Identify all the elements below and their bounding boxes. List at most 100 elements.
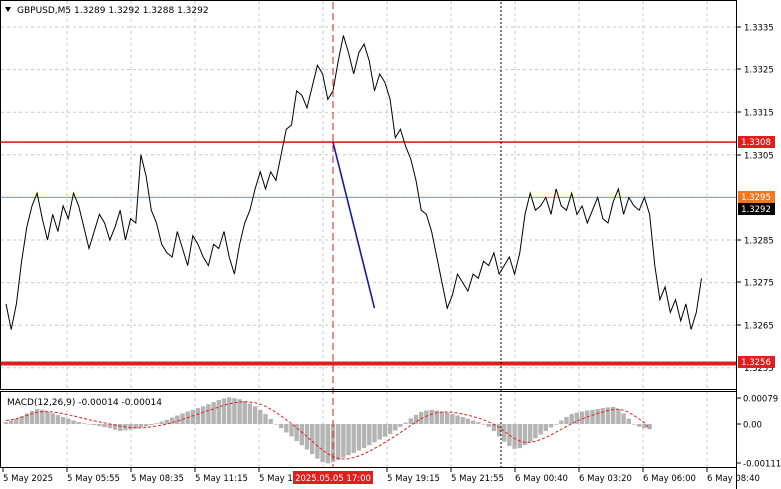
macd-histogram-bar (496, 424, 502, 437)
time-label: 6 May 03:20 (579, 474, 632, 484)
price-tick: 1.3315 (744, 109, 774, 119)
macd-histogram-bar (252, 406, 258, 424)
macd-tick: 0.00079 (743, 395, 778, 405)
macd-histogram-bar (97, 424, 102, 427)
macd-histogram-bar (133, 424, 138, 429)
macd-histogram-bar (9, 420, 14, 424)
macd-histogram-bar (81, 423, 87, 424)
macd-histogram-bar (45, 411, 50, 424)
price-tag-box (738, 191, 775, 203)
price-tick: 1.3335 (744, 24, 774, 34)
macd-histogram-bar (263, 414, 268, 424)
macd-histogram-bar (102, 424, 107, 428)
cursor-time-box (293, 471, 373, 484)
price-tag-1-3295: 1.3295 (738, 191, 775, 203)
macd-histogram-bar (616, 409, 621, 424)
macd-histogram-bar (211, 402, 216, 424)
triangle-down-icon[interactable] (5, 7, 11, 12)
macd-histogram-bar (336, 424, 341, 461)
macd-histogram-bar (413, 414, 419, 424)
macd-histogram-bar (341, 424, 346, 458)
macd-histogram-bar (408, 418, 413, 424)
time-label: 5 May 08:35 (131, 474, 184, 484)
macd-histogram-bar (434, 410, 439, 424)
price-tag-label: 1.3295 (741, 193, 771, 203)
macd-histogram-bar (190, 409, 195, 424)
macd-histogram-bar (201, 406, 206, 424)
symbol-header: GBPUSD,M5 1.3289 1.3292 1.3288 1.3292 (17, 6, 209, 16)
macd-histogram-bar (533, 424, 538, 439)
macd-histogram-bar (450, 414, 455, 424)
macd-histogram-bar (92, 424, 97, 426)
macd-histogram-bar (128, 424, 133, 430)
time-label: 5 May 2025 (3, 474, 53, 484)
macd-histogram-bar (232, 398, 237, 424)
macd-histogram-bar (24, 413, 29, 424)
macd-histogram-bar (242, 401, 247, 424)
macd-histogram-bar (60, 416, 66, 424)
time-label: 5 May 19:15 (387, 474, 440, 484)
macd-histogram-bar (14, 418, 19, 424)
macd-histogram-bar (590, 409, 595, 424)
horizontal-levels (1, 141, 736, 366)
macd-tick: 0.00 (743, 421, 762, 431)
price-tag-box (738, 203, 775, 215)
macd-histogram-bar (553, 424, 559, 425)
macd-histogram-bar (71, 420, 76, 424)
macd-histogram-bar (626, 418, 631, 424)
macd-histogram-bar (621, 413, 626, 424)
macd-histogram-bar (118, 424, 123, 432)
macd-histogram-bar (543, 424, 548, 432)
price-tag-label: 1.3308 (741, 138, 771, 148)
macd-histogram-bar (195, 408, 201, 424)
price-tag-label: 1.3256 (741, 358, 771, 368)
macd-histogram-bar (180, 413, 185, 424)
macd-histogram-bar (66, 418, 71, 424)
macd-histogram (3, 397, 652, 464)
macd-histogram-bar (631, 424, 637, 425)
macd-histogram-bar (439, 411, 445, 424)
time-label: 6 May 08:40 (707, 474, 760, 484)
macd-header: MACD(12,26,9) -0.00014 -0.00014 (7, 398, 162, 408)
price-tick: 1.3265 (744, 322, 774, 332)
time-label: 5 May 05:55 (67, 474, 120, 484)
macd-histogram-bar (445, 412, 450, 424)
macd-histogram-bar (502, 424, 507, 442)
macd-tick: -0.00111 (743, 460, 781, 470)
price-line (5, 35, 702, 330)
price-tick: 1.3305 (744, 152, 774, 162)
macd-histogram-bar (29, 410, 35, 424)
price-axis: 1.3335 1.3325 1.3315 1.3305 1.3285 1.327… (736, 24, 774, 374)
macd-histogram-bar (460, 416, 465, 424)
trend-line[interactable] (332, 141, 376, 309)
macd-histogram-bar (548, 424, 554, 428)
macd-histogram-bar (325, 424, 330, 464)
macd-histogram-bar (237, 399, 242, 424)
macd-histogram-bar (569, 414, 574, 424)
macd-axis: 0.00079 0.00 -0.00111 (736, 395, 781, 470)
price-tick: 1.3285 (744, 237, 774, 247)
macd-histogram-bar (595, 409, 600, 424)
macd-histogram-bar (637, 424, 642, 427)
price-tag-label: 1.3292 (741, 205, 771, 215)
price-tags: 1.3308 1.3295 1.3292 1.3256 (738, 136, 775, 368)
macd-histogram-bar (382, 424, 388, 437)
macd-histogram-bar (143, 424, 149, 427)
macd-histogram-bar (455, 415, 460, 424)
macd-histogram-bar (470, 420, 476, 424)
macd-histogram-bar (169, 417, 175, 424)
macd-histogram-bar (346, 424, 351, 456)
macd-histogram-bar (351, 424, 356, 453)
macd-histogram-bar (605, 407, 611, 424)
time-label: 5 May 11:15 (195, 474, 248, 484)
macd-histogram-bar (268, 419, 273, 424)
macd-histogram-bar (600, 408, 605, 424)
macd-histogram-bar (107, 424, 112, 429)
macd-histogram-bar (611, 407, 616, 424)
macd-histogram-bar (216, 399, 221, 424)
macd-histogram-bar (278, 424, 284, 429)
price-tag-current: 1.3292 (738, 203, 775, 215)
macd-histogram-bar (19, 416, 24, 424)
